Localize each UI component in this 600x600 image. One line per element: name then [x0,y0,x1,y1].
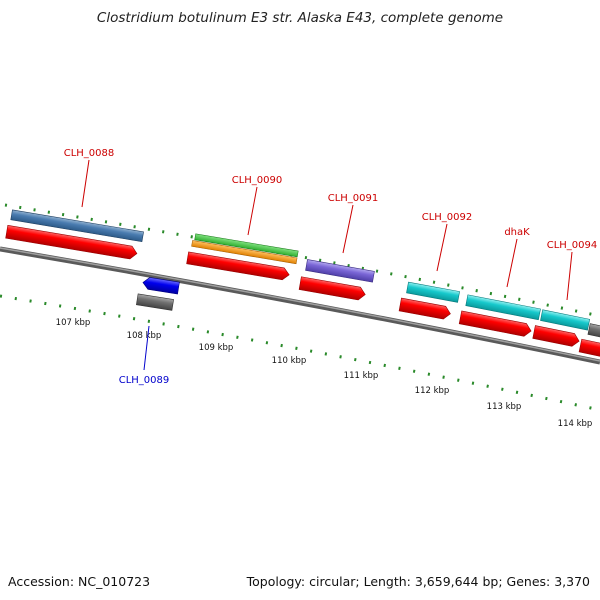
cds-arrow-clh0094[interactable] [532,325,581,348]
cds-arrow-dhak[interactable] [458,310,532,337]
scale-tick-label: 110 kbp [272,356,307,366]
gene-feature-dhak[interactable] [458,294,541,338]
feature-bar-clh0091[interactable] [305,259,375,283]
gene-label-clh0094[interactable]: CLH_0094 [547,240,598,251]
scale-tick-label: 113 kbp [487,402,522,412]
feature-bar-clh0088[interactable] [10,209,144,243]
gene-label-clh0089[interactable]: CLH_0089 [119,375,170,386]
feature-bar-clh0090-orange[interactable] [191,240,298,265]
cds-arrow-next[interactable] [578,338,600,358]
gene-feature-clh0092[interactable] [398,281,460,321]
gene-label-clh0092[interactable]: CLH_0092 [422,212,473,223]
cds-arrow-clh0091[interactable] [298,276,366,301]
gene-feature-clh0088[interactable] [5,209,144,261]
feature-bar-clh0094[interactable] [540,309,591,331]
accession-text: Accession: NC_010723 [8,574,151,589]
gene-label-leader-line [81,159,90,208]
gene-feature-clh0089[interactable] [136,276,180,311]
cds-arrow-clh0089[interactable] [142,277,180,295]
genome-summary-text: Topology: circular; Length: 3,659,644 bp… [246,574,590,589]
cds-arrow-clh0090[interactable] [186,251,291,281]
scale-tick-label: 112 kbp [415,386,450,396]
scale-tick-label: 111 kbp [344,371,379,381]
genome-title: Clostridium botulinum E3 str. Alaska E43… [96,10,504,26]
scale-tick-label: 114 kbp [558,419,593,429]
gene-label-clh0088[interactable]: CLH_0088 [64,148,115,159]
scale-tick-labels: 107 kbp 108 kbp 109 kbp 110 kbp 111 kbp 112 k… [56,318,593,429]
scale-tick-label: 108 kbp [127,331,162,341]
gene-feature-next[interactable] [578,323,600,358]
feature-bar-clh0092[interactable] [406,281,460,303]
gene-label-leader-line [143,325,150,371]
outer-dot-track [4,203,600,318]
feature-bar-clh0089[interactable] [136,293,174,311]
scale-tick-label: 109 kbp [199,343,234,353]
gene-label-clh0091[interactable]: CLH_0091 [328,193,379,204]
feature-bar-dhak[interactable] [465,294,541,321]
gene-feature-clh0091[interactable] [298,259,375,302]
scale-tick-label: 107 kbp [56,318,91,328]
gene-label-clh0090[interactable]: CLH_0090 [232,175,283,186]
gene-label-dhak[interactable]: dhaK [504,227,530,238]
feature-bar-clh0090-green[interactable] [194,233,299,258]
cds-arrow-clh0088[interactable] [5,225,138,260]
gene-label-leader-line [566,251,573,301]
gene-feature-clh0090[interactable] [186,233,299,281]
gene-label-leader-line [342,204,354,254]
gene-label-leader-line [247,186,258,236]
feature-bar-next[interactable] [587,323,600,339]
cds-arrow-clh0092[interactable] [398,297,452,320]
gene-label-leader-line [436,223,448,272]
gene-label-leader-line [506,238,518,288]
backbone [0,246,600,365]
gene-feature-clh0094[interactable] [532,309,591,349]
gene-labels: CLH_0088 CLH_0090 CLH_0091 CLH_0092 dhaK CLH_… [64,148,598,386]
